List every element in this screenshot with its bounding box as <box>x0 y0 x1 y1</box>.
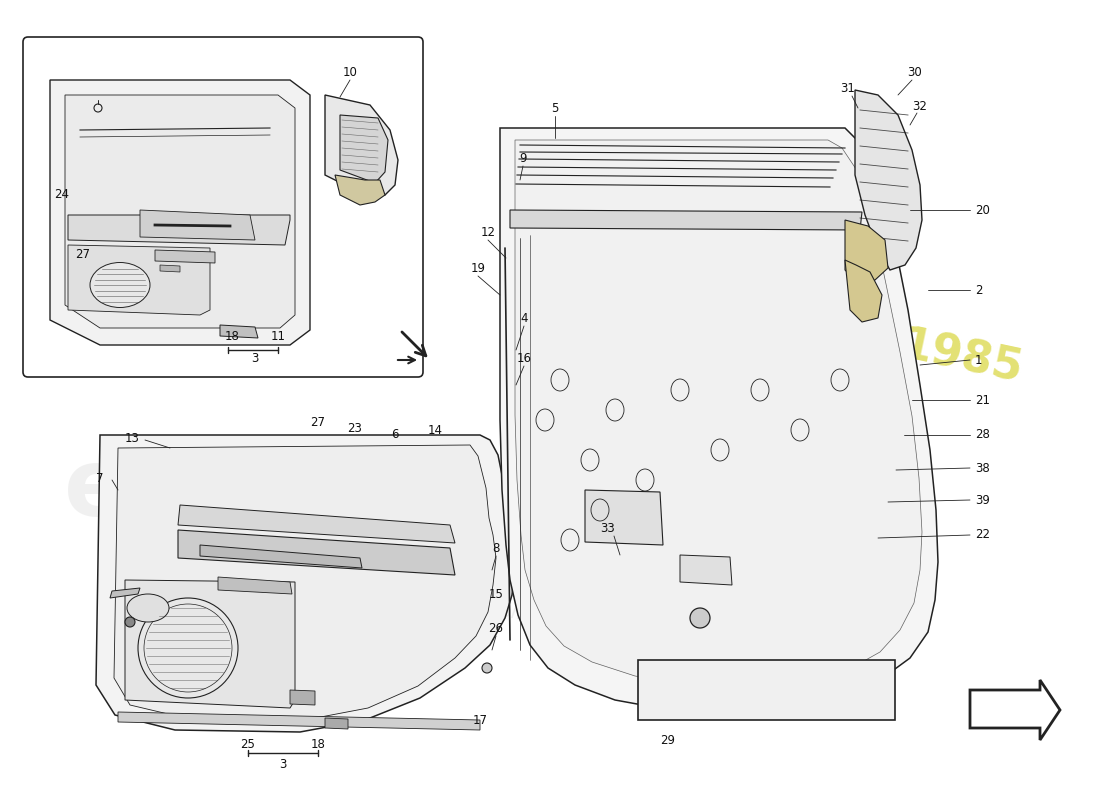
Polygon shape <box>510 210 862 230</box>
Text: 15: 15 <box>488 589 504 602</box>
Text: a passion for parts in com: a passion for parts in com <box>311 576 528 624</box>
Circle shape <box>125 617 135 627</box>
Text: 6: 6 <box>392 429 398 442</box>
Polygon shape <box>65 95 295 328</box>
Text: 13: 13 <box>124 431 140 445</box>
Ellipse shape <box>126 594 169 622</box>
Text: 18: 18 <box>310 738 326 751</box>
Polygon shape <box>118 712 480 730</box>
Text: 4: 4 <box>520 311 528 325</box>
Polygon shape <box>845 260 882 322</box>
Text: 19: 19 <box>471 262 485 274</box>
Text: 23: 23 <box>348 422 362 434</box>
Text: 24: 24 <box>55 189 69 202</box>
Polygon shape <box>96 435 515 732</box>
Text: 9: 9 <box>519 151 527 165</box>
Text: 5: 5 <box>551 102 559 114</box>
Text: 10: 10 <box>342 66 358 78</box>
Polygon shape <box>68 245 210 315</box>
Polygon shape <box>638 660 895 720</box>
Text: eu: eu <box>64 444 196 536</box>
Polygon shape <box>324 718 348 729</box>
Text: 31: 31 <box>840 82 856 94</box>
Text: pa: pa <box>425 444 556 536</box>
Text: 18: 18 <box>224 330 240 342</box>
Text: 1985: 1985 <box>896 324 1027 392</box>
Text: ro: ro <box>254 444 365 536</box>
Text: 2: 2 <box>975 283 982 297</box>
Text: 20: 20 <box>975 203 990 217</box>
Polygon shape <box>50 80 310 345</box>
Text: 27: 27 <box>310 415 326 429</box>
Text: 3: 3 <box>251 351 258 365</box>
Polygon shape <box>114 445 496 720</box>
Text: 29: 29 <box>660 734 675 746</box>
Polygon shape <box>845 220 888 282</box>
Polygon shape <box>585 490 663 545</box>
Text: 11: 11 <box>271 330 286 343</box>
FancyBboxPatch shape <box>23 37 424 377</box>
Polygon shape <box>218 577 292 594</box>
Polygon shape <box>68 215 290 245</box>
Text: 32: 32 <box>913 99 927 113</box>
Circle shape <box>482 663 492 673</box>
Text: 38: 38 <box>975 462 990 474</box>
Polygon shape <box>970 680 1060 740</box>
Text: 39: 39 <box>975 494 990 506</box>
Circle shape <box>138 598 238 698</box>
Text: 28: 28 <box>975 429 990 442</box>
Polygon shape <box>290 690 315 705</box>
Text: 8: 8 <box>493 542 499 554</box>
Polygon shape <box>125 580 295 708</box>
Text: 1: 1 <box>975 354 982 366</box>
Polygon shape <box>155 250 214 263</box>
Polygon shape <box>515 140 922 686</box>
Polygon shape <box>160 265 180 272</box>
Text: 17: 17 <box>473 714 487 726</box>
Polygon shape <box>855 90 922 270</box>
Polygon shape <box>200 545 362 568</box>
Text: 33: 33 <box>601 522 615 534</box>
Text: 12: 12 <box>481 226 495 238</box>
Polygon shape <box>500 128 938 712</box>
Circle shape <box>690 608 710 628</box>
Text: 26: 26 <box>488 622 504 634</box>
Polygon shape <box>680 555 732 585</box>
Polygon shape <box>336 175 385 205</box>
Text: 3: 3 <box>279 758 287 771</box>
Text: 27: 27 <box>76 249 90 262</box>
Text: 7: 7 <box>97 471 103 485</box>
Polygon shape <box>110 588 140 598</box>
Polygon shape <box>324 95 398 195</box>
Text: 30: 30 <box>908 66 923 78</box>
Text: 14: 14 <box>428 423 442 437</box>
Polygon shape <box>140 210 255 240</box>
Polygon shape <box>178 505 455 543</box>
Text: 25: 25 <box>241 738 255 751</box>
Polygon shape <box>340 115 388 183</box>
Polygon shape <box>178 530 455 575</box>
Ellipse shape <box>90 262 150 307</box>
Text: 21: 21 <box>975 394 990 406</box>
Text: rts: rts <box>596 444 744 536</box>
Text: 16: 16 <box>517 351 531 365</box>
Text: 22: 22 <box>975 529 990 542</box>
Polygon shape <box>220 325 258 338</box>
